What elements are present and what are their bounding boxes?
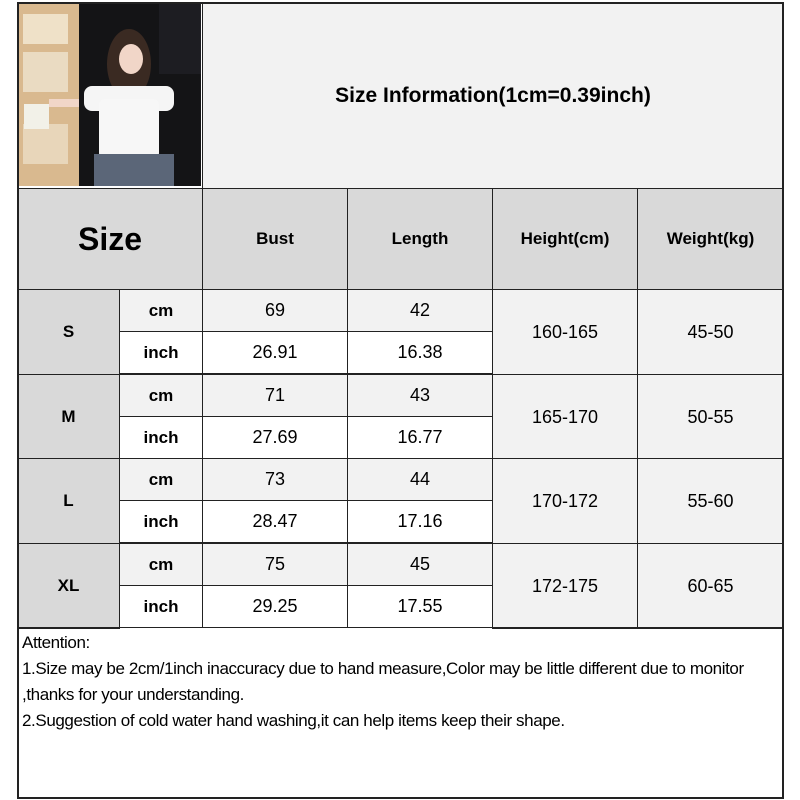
length-inch: 17.16	[347, 500, 493, 543]
height-range: 170-172	[492, 458, 638, 544]
unit-label-cm: cm	[119, 374, 203, 417]
bust-inch: 26.91	[202, 331, 348, 374]
height-range: 172-175	[492, 543, 638, 629]
length-cm: 45	[347, 543, 493, 586]
length-header: Length	[347, 188, 493, 290]
unit-label-cm: cm	[119, 458, 203, 501]
weight-header: Weight(kg)	[637, 188, 784, 290]
unit-label-inch: inch	[119, 331, 203, 374]
length-inch: 16.38	[347, 331, 493, 374]
page-title: Size Information(1cm=0.39inch)	[202, 2, 784, 189]
height-header: Height(cm)	[492, 188, 638, 290]
product-photo	[19, 4, 201, 186]
bust-cm: 69	[202, 289, 348, 332]
bust-cm: 75	[202, 543, 348, 586]
bust-inch: 28.47	[202, 500, 348, 543]
length-cm: 44	[347, 458, 493, 501]
unit-label-inch: inch	[119, 585, 203, 628]
unit-label-cm: cm	[119, 543, 203, 586]
unit-label-inch: inch	[119, 416, 203, 459]
length-cm: 43	[347, 374, 493, 417]
size-label: XL	[17, 543, 120, 629]
size-label: L	[17, 458, 120, 544]
bust-cm: 71	[202, 374, 348, 417]
weight-range: 50-55	[637, 374, 784, 460]
notes-heading: Attention:	[22, 633, 90, 652]
unit-label-cm: cm	[119, 289, 203, 332]
height-range: 160-165	[492, 289, 638, 375]
bust-inch: 27.69	[202, 416, 348, 459]
bust-inch: 29.25	[202, 585, 348, 628]
bust-cm: 73	[202, 458, 348, 501]
note-line: 1.Size may be 2cm/1inch inaccuracy due t…	[22, 659, 749, 704]
attention-notes: Attention: 1.Size may be 2cm/1inch inacc…	[17, 627, 784, 799]
weight-range: 45-50	[637, 289, 784, 375]
note-line: 2.Suggestion of cold water hand washing,…	[22, 711, 565, 730]
length-inch: 17.55	[347, 585, 493, 628]
size-header: Size	[17, 188, 203, 290]
weight-range: 60-65	[637, 543, 784, 629]
height-range: 165-170	[492, 374, 638, 460]
length-inch: 16.77	[347, 416, 493, 459]
size-label: S	[17, 289, 120, 375]
unit-label-inch: inch	[119, 500, 203, 543]
length-cm: 42	[347, 289, 493, 332]
bust-header: Bust	[202, 188, 348, 290]
weight-range: 55-60	[637, 458, 784, 544]
size-label: M	[17, 374, 120, 460]
